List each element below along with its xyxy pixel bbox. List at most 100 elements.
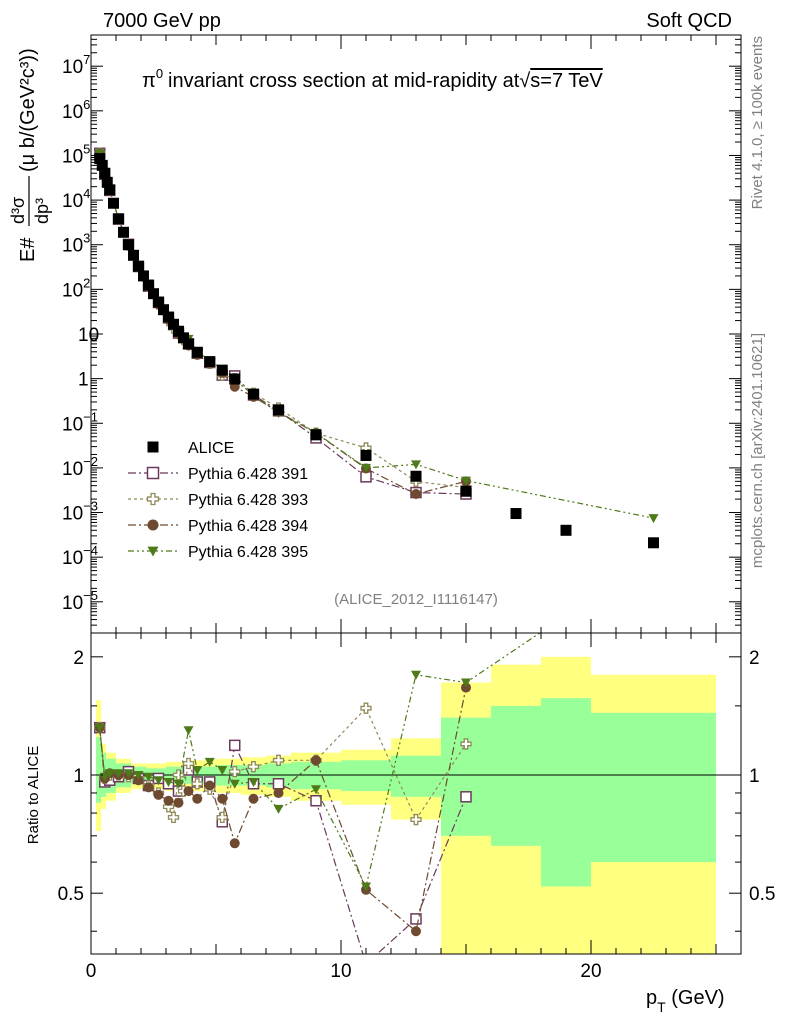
xlabel-subscript: T [657,999,666,1015]
legend-marker-0 [147,441,159,453]
ratio-point-1-19 [410,913,422,925]
ratio-tick-label-right-0: 0.5 [749,884,775,905]
ratio-point-1-16 [272,778,285,790]
point-0-1 [96,159,108,171]
y-tick-label-10: 105 [62,141,90,167]
legend-item-4: Pythia 6.428 395 [128,544,308,561]
header-right: Soft QCD [646,10,732,32]
y-tick-label-0: 10−5 [62,588,98,614]
legend-item-0: ALICE [147,440,234,457]
point-0-26 [273,404,284,416]
ratio-point-1-20 [460,791,472,803]
legend-label-4: Pythia 6.428 395 [188,544,308,561]
ylabel-denominator: dp³ [32,198,52,224]
ratio-point-3-11 [192,793,203,804]
ratio-point-2-12 [182,757,195,770]
y-tick-label-3: 10−2 [62,454,98,480]
point-0-30 [460,485,472,497]
y-tick-label-4: 10−1 [62,409,98,435]
ratio-point-2-22 [460,738,472,750]
ylabel-E: E# [17,237,39,262]
ratio-point-4-7 [153,776,164,786]
point-4-20 [461,476,471,486]
ylabel-numerator: d³σ [8,197,28,224]
ratio-point-1-14 [229,739,241,752]
point-0-33 [648,537,659,549]
ratio-point-3-5 [133,775,144,786]
ratio-point-3-7 [153,789,164,800]
point-0-10 [133,260,144,272]
ratio-axis-label: Ratio to ALICE [25,746,42,844]
point-0-11 [138,270,149,282]
main-y-tick-labels: 10−5 10−4 10−3 10−2 10−1 1 10 102 103 104 105 106 10… [62,52,99,614]
y-tick-label-5: 1 [78,370,89,391]
series-4-ratio [94,633,541,892]
point-0-15 [158,304,169,316]
point-0-6 [113,213,124,225]
header-left: 7000 GeV pp [103,10,221,32]
ratio-point-3-20 [461,682,471,693]
y-tick-label-9: 104 [62,186,90,212]
point-0-29 [410,470,422,482]
y-axis-label: E# d³σ dp³ (μ b/(GeV²c³)) [8,48,52,262]
band-green-14 [441,717,491,836]
y-tick-label-6: 10 [78,325,99,346]
point-3-19 [411,489,421,500]
ratio-point-4-20 [461,678,471,688]
ratio-point-2-13 [191,778,203,790]
ratio-point-3-13 [217,793,228,804]
x-tick-labels: 0 10 20 [86,961,602,982]
ratio-point-4-2 [104,769,115,779]
band-green-17 [591,712,716,863]
point-0-16 [163,311,174,323]
legend-item-1: Pythia 6.428 391 [128,466,308,483]
point-0-2 [99,167,111,179]
ratio-point-4-17 [311,785,321,795]
band-green-16 [541,698,591,887]
band-green-13 [391,755,441,797]
point-0-3 [101,176,113,188]
ratio-point-4-16 [273,804,284,814]
title-main: invariant cross section at mid-rapidity … [168,70,520,92]
series-2-main [94,147,472,494]
point-0-17 [168,318,179,330]
point-0-27 [310,429,322,441]
rivet-label: Rivet 4.1.0, ≥ 100k events [749,36,766,209]
point-0-28 [360,449,372,461]
title-energy: s=7 TeV [530,70,603,92]
title-sqrt: √ [519,70,530,92]
band-green-12 [341,760,391,792]
point-0-7 [118,226,129,238]
ratio-point-3-15 [248,793,259,804]
main-panel: 10−5 10−4 10−3 10−2 10−1 1 10 102 103 104 105 106 10… [62,34,742,634]
series-line-2 [99,153,467,489]
legend-marker-3 [147,519,159,531]
ratio-tick-label-right-1: 1 [749,766,760,787]
legend-item-2: Pythia 6.428 393 [128,492,308,509]
ratio-panel: 0.5 0.5 1 1 2 2 [58,632,775,955]
main-series-layer [94,147,659,549]
point-0-5 [108,197,119,209]
y-tick-label-7: 102 [62,275,90,301]
point-0-19 [178,332,189,344]
point-0-12 [143,279,154,291]
ratio-point-2-15 [216,811,228,824]
ratio-series-layer [94,633,541,954]
ratio-tick-label-right-2: 2 [749,648,760,669]
analysis-tag: (ALICE_2012_I1116147) [334,591,498,608]
mcplots-label: mcplots.cern.ch [arXiv:2401.10621] [749,333,766,568]
ratio-point-4-10 [183,726,194,736]
y-tick-label-12: 107 [62,52,90,78]
point-0-23 [216,364,228,376]
ratio-ticks: 0.5 0.5 1 1 2 2 [58,633,775,954]
ratio-point-4-4 [123,769,134,779]
ratio-point-3-16 [273,787,284,798]
ratio-point-3-14 [229,838,240,849]
point-0-14 [153,296,164,308]
point-0-0 [94,153,106,165]
point-0-8 [123,239,134,251]
ratio-point-2-20 [360,702,372,714]
legend-label-3: Pythia 6.428 394 [188,518,308,535]
ratio-point-4-3 [113,769,124,779]
